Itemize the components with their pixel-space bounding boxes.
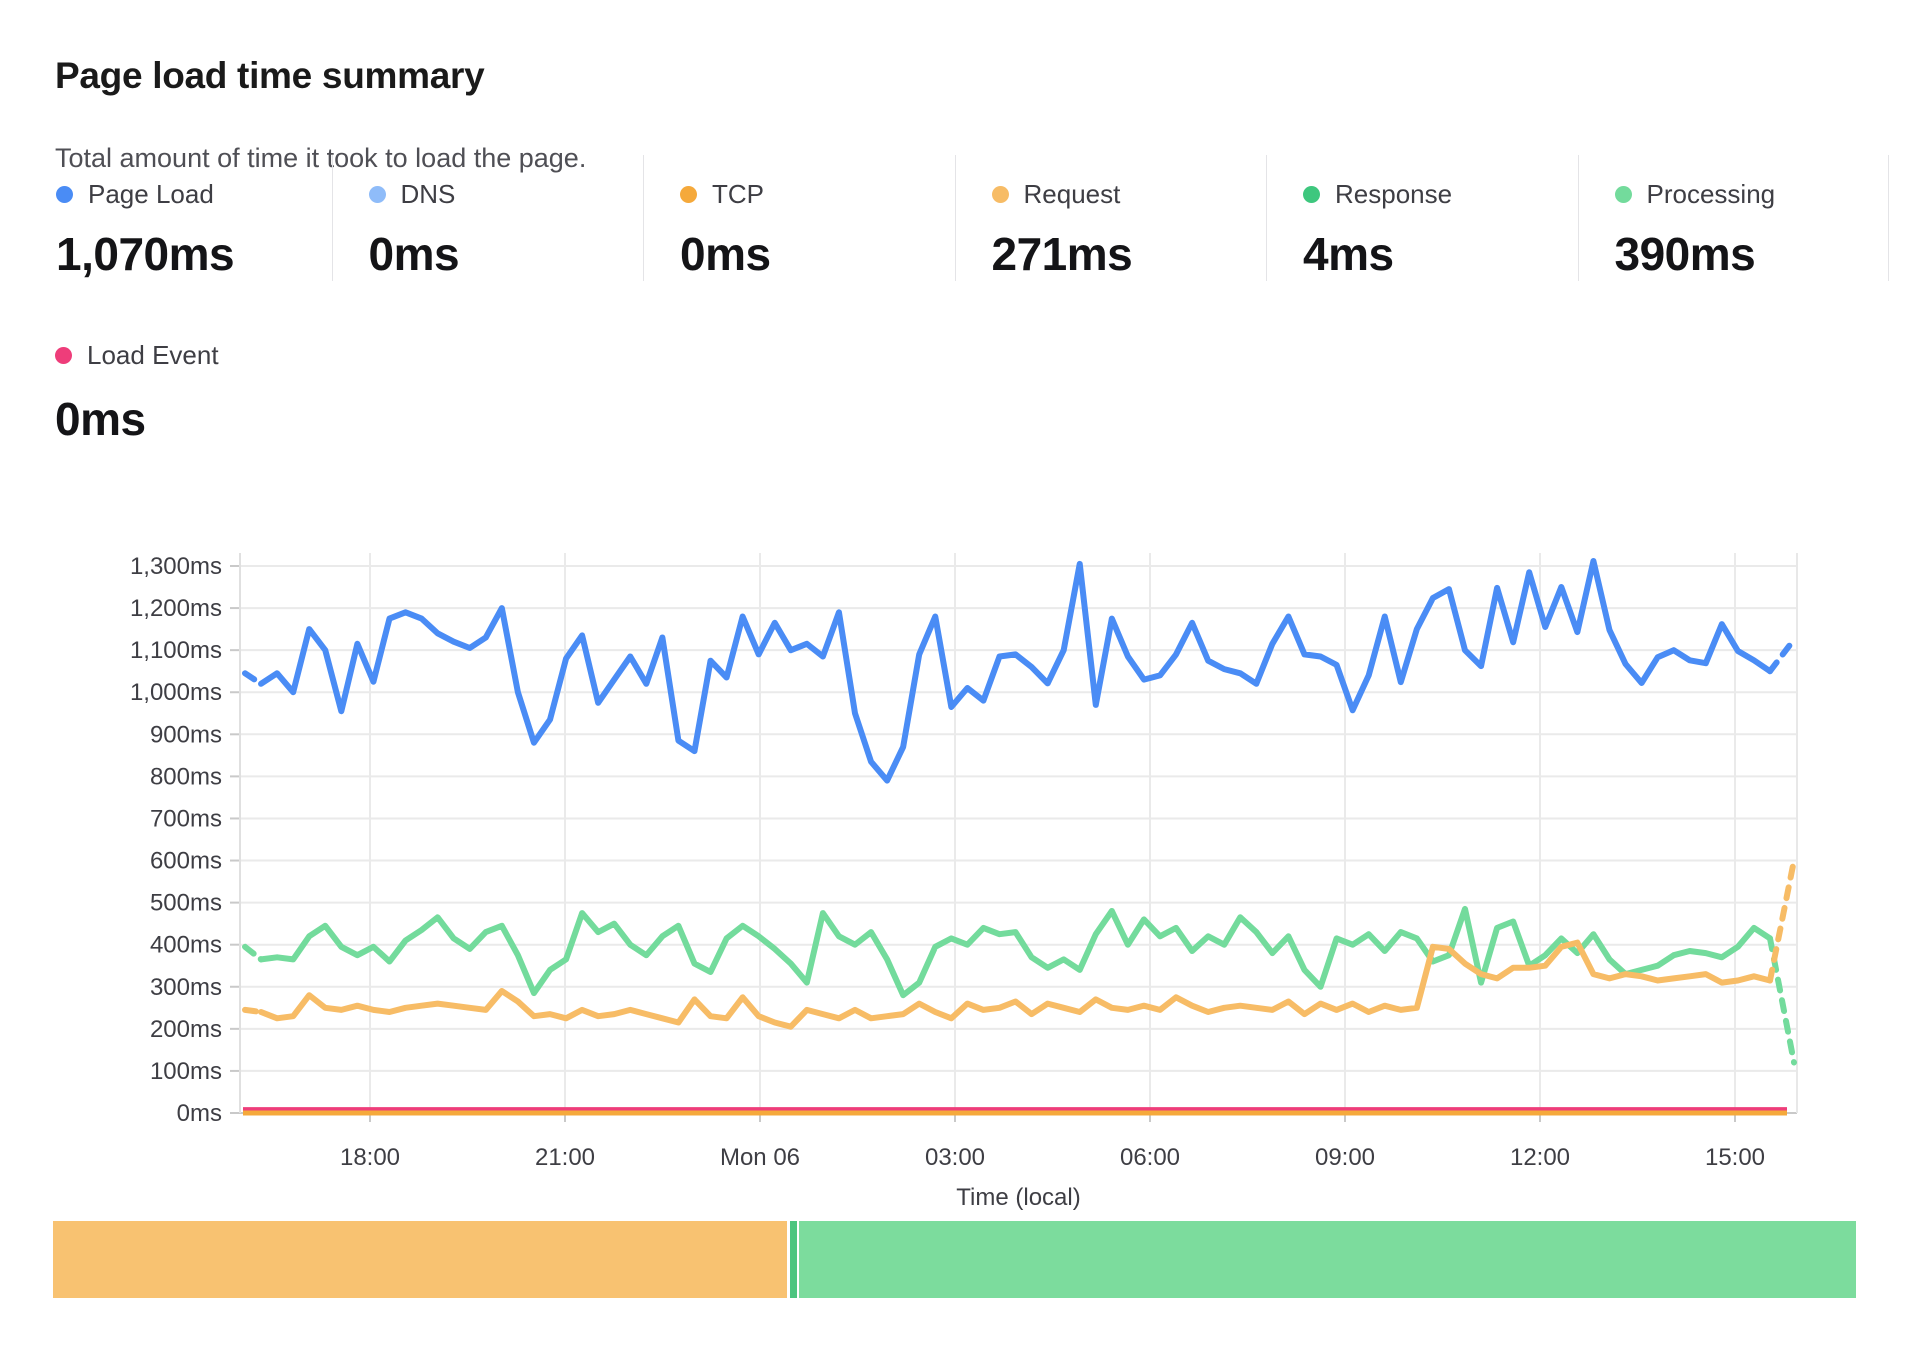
stat-label: Processing	[1646, 178, 1776, 209]
stat-value: 0ms	[55, 393, 146, 445]
series-request-tail-dash	[1767, 857, 1797, 984]
stat-value: 0ms	[680, 228, 771, 280]
response-legend-dot	[1303, 185, 1320, 203]
stat-label: Response	[1335, 178, 1453, 209]
stat-processing[interactable]: Processing 390ms	[1577, 155, 1889, 281]
stat-response[interactable]: Response 4ms	[1266, 155, 1578, 281]
x-axis-label: Mon 06	[720, 1144, 800, 1171]
processing-legend-dot	[1614, 185, 1632, 203]
stat-value: 390ms	[1614, 228, 1756, 280]
bar-segment-gap	[786, 1221, 790, 1298]
stat-label: Request	[1023, 178, 1121, 209]
stat-page-load[interactable]: Page Load 1,070ms	[20, 155, 332, 281]
stat-value: 271ms	[991, 228, 1133, 280]
stat-value: 4ms	[1303, 228, 1394, 280]
page-load-legend-dot	[56, 185, 73, 203]
stat-load-event[interactable]: Load Event 0ms	[55, 338, 219, 446]
x-axis-label: 03:00	[925, 1144, 985, 1171]
metric-legend-row: Page Load 1,070ms DNS 0ms TCP 0ms Reques…	[20, 155, 1889, 281]
x-axis-label: 21:00	[535, 1144, 595, 1171]
stat-label: Page Load	[88, 178, 214, 209]
stat-dns[interactable]: DNS 0ms	[331, 155, 644, 281]
y-axis-label: 100ms	[150, 1058, 222, 1085]
bar-segment-gap	[797, 1221, 800, 1298]
bar-segment-processing-share	[799, 1221, 1856, 1298]
y-axis-label: 1,200ms	[130, 595, 222, 622]
y-axis-label: 1,100ms	[130, 637, 222, 664]
page-load-time-chart: 0ms 100ms 200ms 300ms 400ms 500ms 600ms 700ms 80…	[0, 540, 1910, 1215]
stat-request[interactable]: Request 271ms	[954, 155, 1267, 281]
stat-value: 1,070ms	[56, 228, 235, 280]
y-axis-label: 0ms	[177, 1100, 222, 1127]
page-title: Page load time summary	[55, 55, 485, 96]
series-processing-lead-dash	[242, 943, 265, 963]
y-axis-label: 700ms	[150, 805, 222, 832]
line-chart-canvas: 0ms 100ms 200ms 300ms 400ms 500ms 600ms 700ms 80…	[130, 553, 1798, 1211]
x-axis-label: 12:00	[1510, 1144, 1570, 1171]
y-axis-label: 800ms	[150, 763, 222, 790]
y-axis-label: 400ms	[150, 932, 222, 959]
x-axis-label: 09:00	[1315, 1144, 1375, 1171]
page-subtitle: Total amount of time it took to load the…	[55, 143, 587, 173]
bar-segment-request-share	[53, 1221, 787, 1298]
series-page-load-tail-dash	[1767, 636, 1797, 675]
y-axis-label: 300ms	[150, 974, 222, 1001]
dns-legend-dot	[368, 185, 386, 203]
y-axis-label: 900ms	[150, 721, 222, 748]
series-page-load-line	[258, 558, 1773, 784]
x-axis-label: 18:00	[340, 1144, 400, 1171]
series-request-line	[258, 939, 1773, 1030]
tcp-legend-dot	[680, 185, 697, 203]
series-processing-line	[258, 905, 1773, 999]
y-axis-label: 500ms	[150, 890, 222, 917]
timing-breakdown-bar	[53, 1221, 1856, 1298]
x-axis-label: 15:00	[1705, 1144, 1765, 1171]
stat-value: 0ms	[368, 228, 460, 280]
x-axis-title: Time (local)	[956, 1184, 1080, 1211]
series-page-load-lead-dash	[242, 670, 265, 687]
stat-label: DNS	[400, 178, 456, 209]
load-event-legend-dot	[55, 346, 72, 364]
y-axis-label: 1,300ms	[130, 553, 222, 580]
x-axis-label: 06:00	[1120, 1144, 1180, 1171]
stat-tcp[interactable]: TCP 0ms	[643, 155, 955, 281]
y-axis-label: 600ms	[150, 848, 222, 875]
y-axis-label: 1,000ms	[130, 679, 222, 706]
stat-label: TCP	[712, 178, 764, 209]
bar-segment-response-share	[789, 1221, 798, 1298]
request-legend-dot	[991, 185, 1009, 203]
stat-label: Load Event	[87, 339, 219, 370]
y-axis-label: 200ms	[150, 1016, 222, 1043]
